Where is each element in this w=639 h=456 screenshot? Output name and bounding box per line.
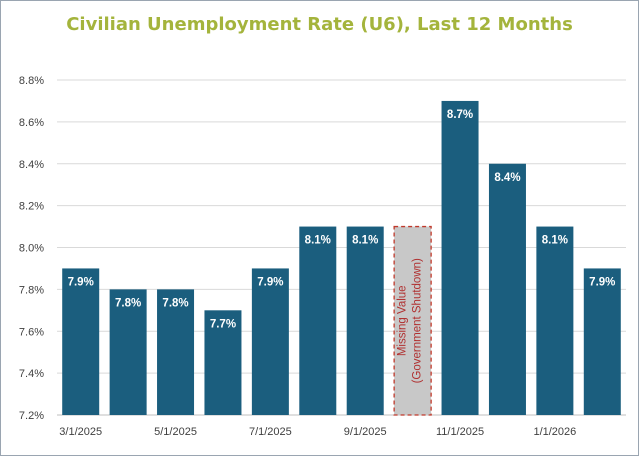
x-tick-label: 5/1/2025 (154, 426, 197, 438)
y-tick-label: 7.8% (19, 284, 44, 296)
bar-data-label: 7.7% (210, 318, 236, 330)
bar (299, 226, 337, 415)
y-tick-label: 7.2% (19, 410, 44, 422)
bar (583, 268, 621, 415)
bar-data-label: 7.9% (257, 276, 283, 288)
y-tick-label: 8.4% (19, 159, 44, 171)
x-tick-label: 11/1/2025 (436, 426, 484, 438)
x-tick-label: 9/1/2025 (344, 426, 387, 438)
x-tick-label: 3/1/2025 (59, 426, 102, 438)
bar-data-label: 7.9% (68, 276, 94, 288)
bar-data-label: 7.8% (162, 297, 188, 309)
y-tick-label: 8.2% (19, 201, 44, 213)
missing-value-reason: (Government Shutdown) (412, 258, 424, 383)
bar (157, 289, 195, 415)
bar-data-label: 7.9% (589, 276, 615, 288)
bar (251, 268, 289, 415)
x-tick-label: 7/1/2025 (249, 426, 292, 438)
y-tick-label: 7.4% (19, 368, 44, 380)
missing-value-bar (393, 225, 432, 416)
y-tick-label: 8.6% (19, 117, 44, 129)
bar-data-label: 8.4% (494, 172, 520, 184)
bar (441, 100, 479, 415)
bar-data-label: 8.1% (542, 235, 568, 247)
x-tick-label: 1/1/2026 (533, 426, 576, 438)
missing-value-label: Missing Value (397, 285, 409, 356)
bar (62, 268, 100, 415)
chart-title: Civilian Unemployment Rate (U6), Last 12… (66, 14, 573, 35)
bar (346, 226, 384, 415)
bar (536, 226, 574, 415)
bar-data-label: 8.1% (305, 235, 331, 247)
y-tick-label: 7.6% (19, 326, 44, 338)
bar (109, 289, 147, 415)
y-tick-label: 8.0% (19, 243, 44, 255)
bar-data-label: 8.1% (352, 235, 378, 247)
bar (488, 163, 526, 415)
bar-data-label: 7.8% (115, 297, 141, 309)
y-tick-label: 8.8% (19, 75, 44, 87)
bar (204, 310, 242, 415)
bar-data-label: 8.7% (447, 109, 473, 121)
